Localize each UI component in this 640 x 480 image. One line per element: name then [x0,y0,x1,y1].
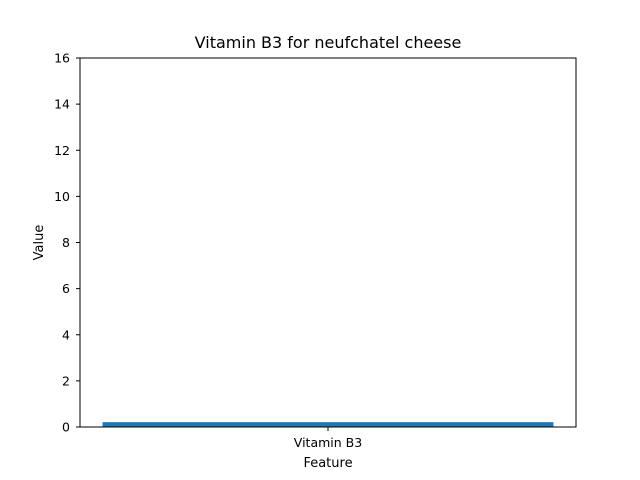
x-axis-label: Feature [303,456,352,471]
y-axis-ticks: 0 2 4 6 8 10 12 14 16 [54,51,80,435]
y-tick-label: 12 [54,143,70,158]
x-axis-ticks: Vitamin B3 [294,427,362,450]
y-tick-label: 14 [54,97,70,112]
plot-area-frame [79,57,577,428]
chart-title: Vitamin B3 for neufchatel cheese [195,33,462,52]
bars-group [102,422,554,427]
bar-vitamin-b3 [102,422,554,427]
y-tick-label: 10 [54,189,70,204]
y-tick-label: 4 [62,327,70,342]
y-tick-label: 16 [54,51,70,66]
y-tick-label: 0 [62,420,70,435]
y-tick-label: 2 [62,373,70,388]
y-tick-label: 8 [62,235,70,250]
y-tick-label: 6 [62,281,70,296]
x-tick-label: Vitamin B3 [294,435,362,450]
y-axis-label: Value [32,225,47,261]
